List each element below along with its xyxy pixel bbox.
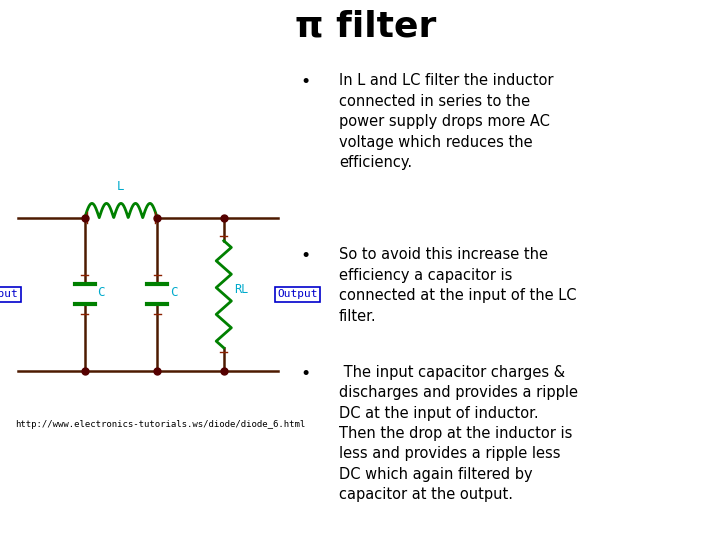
Text: http://www.electronics-tutorials.ws/diode/diode_6.html: http://www.electronics-tutorials.ws/diod… [15,420,305,429]
Text: Input: Input [0,289,19,299]
Text: C: C [97,286,105,299]
Text: •: • [301,73,311,91]
Text: π filter: π filter [295,10,436,44]
Text: Output: Output [278,289,318,299]
Text: The input capacitor charges &
discharges and provides a ripple
DC at the input o: The input capacitor charges & discharges… [339,365,578,502]
Text: L: L [117,180,125,193]
Text: •: • [301,365,311,383]
Text: In L and LC filter the inductor
connected in series to the
power supply drops mo: In L and LC filter the inductor connecte… [339,73,554,170]
Text: C: C [170,286,177,299]
Text: •: • [301,247,311,265]
Text: So to avoid this increase the
efficiency a capacitor is
connected at the input o: So to avoid this increase the efficiency… [339,247,577,323]
Text: RL: RL [235,284,248,296]
